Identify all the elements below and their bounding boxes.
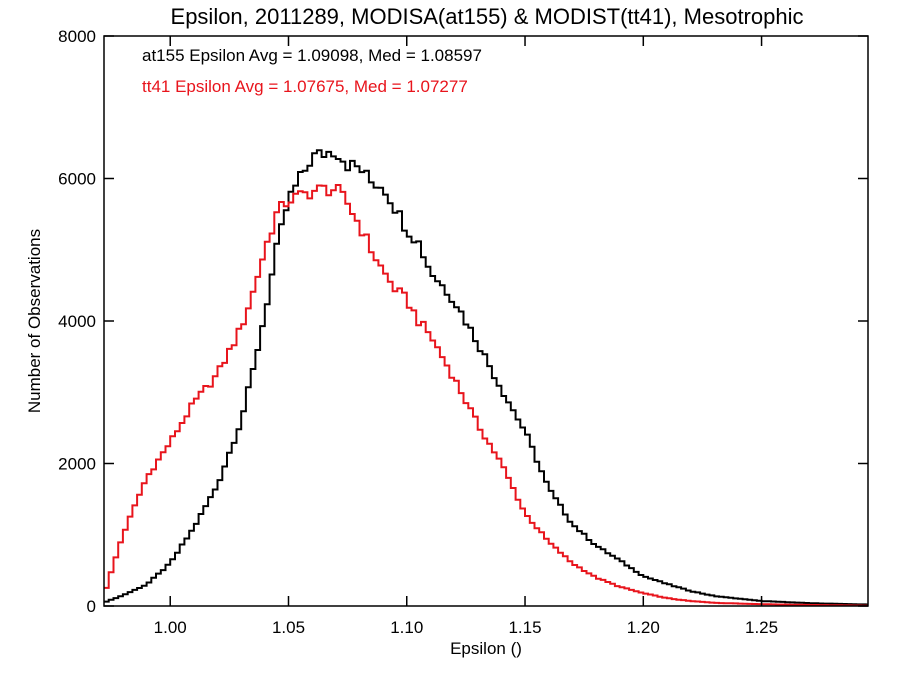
x-tick-label: 1.25 xyxy=(745,618,778,637)
x-tick-label: 1.20 xyxy=(627,618,660,637)
series-line-tt41 xyxy=(104,184,868,607)
x-axis-label: Epsilon () xyxy=(450,639,522,658)
series-line-at155 xyxy=(104,149,868,606)
x-axis: 1.00 1.05 1.10 1.15 1.20 1.25 xyxy=(154,36,778,637)
y-tick-label: 4000 xyxy=(58,312,96,331)
chart-title: Epsilon, 2011289, MODISA(at155) & MODIST… xyxy=(171,4,804,29)
y-tick-label: 8000 xyxy=(58,27,96,46)
x-tick-label: 1.15 xyxy=(508,618,541,637)
annotation-at155: at155 Epsilon Avg = 1.09098, Med = 1.085… xyxy=(142,46,482,65)
y-tick-label: 0 xyxy=(87,597,96,616)
annotation-tt41: tt41 Epsilon Avg = 1.07675, Med = 1.0727… xyxy=(142,77,468,96)
plot-frame xyxy=(103,35,869,607)
y-axis: 0 2000 4000 6000 8000 xyxy=(58,27,868,616)
plot-area xyxy=(104,149,868,607)
y-axis-label: Number of Observations xyxy=(25,229,44,413)
y-tick-label: 2000 xyxy=(58,455,96,474)
x-tick-label: 1.00 xyxy=(154,618,187,637)
x-tick-label: 1.05 xyxy=(272,618,305,637)
y-tick-label: 6000 xyxy=(58,170,96,189)
x-tick-label: 1.10 xyxy=(390,618,423,637)
